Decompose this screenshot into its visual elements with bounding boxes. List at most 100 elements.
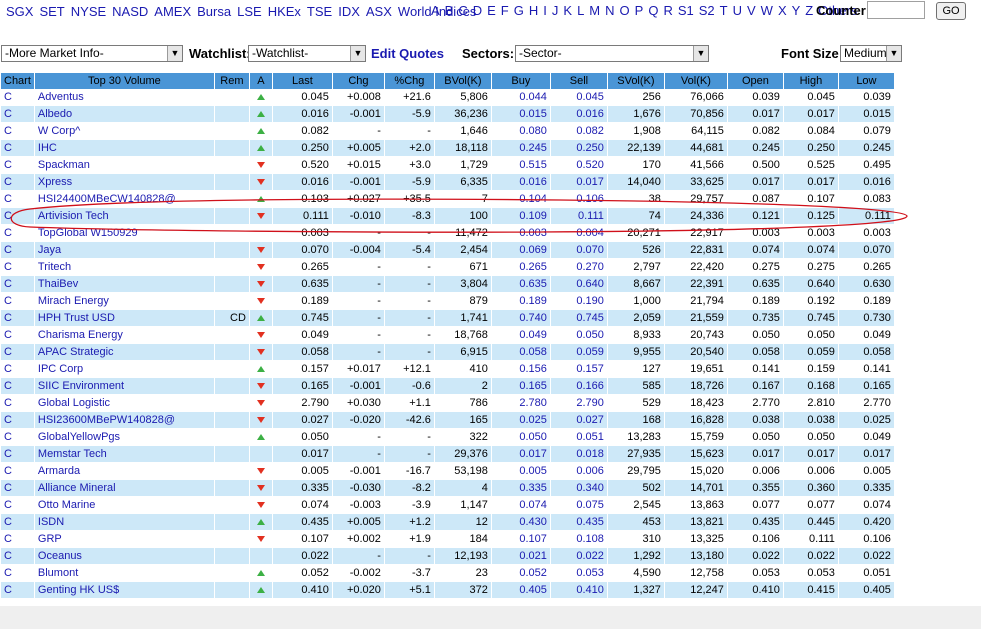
chart-link[interactable]: C — [1, 428, 35, 446]
letter-filter-l[interactable]: L — [577, 3, 585, 18]
column-header-high[interactable]: High — [783, 73, 839, 89]
chart-link[interactable]: C — [1, 394, 35, 412]
chart-link[interactable]: C — [1, 547, 35, 565]
chart-link[interactable]: C — [1, 224, 35, 242]
stock-name-link[interactable]: HSI23600MBePW140828@ — [34, 411, 215, 429]
stock-name-link[interactable]: Adventus — [34, 89, 215, 106]
column-header-last[interactable]: Last — [272, 73, 333, 89]
column-header-a[interactable]: A — [249, 73, 273, 89]
column-header-open[interactable]: Open — [727, 73, 784, 89]
letter-filter-d[interactable]: D — [472, 3, 483, 18]
chart-link[interactable]: C — [1, 564, 35, 582]
column-header-vol-k[interactable]: Vol(K) — [664, 73, 728, 89]
edit-quotes-link[interactable]: Edit Quotes — [371, 46, 444, 61]
chart-link[interactable]: C — [1, 445, 35, 463]
column-header-chg[interactable]: Chg — [332, 73, 385, 89]
chart-link[interactable]: C — [1, 105, 35, 123]
letter-filter-h[interactable]: H — [528, 3, 539, 18]
stock-name-link[interactable]: ThaiBev — [34, 275, 215, 293]
letter-filter-f[interactable]: F — [500, 3, 509, 18]
watchlist-select[interactable]: -Watchlist- ▼ — [248, 45, 366, 62]
stock-name-link[interactable]: Otto Marine — [34, 496, 215, 514]
letter-filter-v[interactable]: V — [747, 3, 756, 18]
letter-filter-q[interactable]: Q — [648, 3, 659, 18]
chart-link[interactable]: C — [1, 360, 35, 378]
exchange-link-world-indices[interactable]: World Indices — [397, 4, 477, 19]
letter-filter-n[interactable]: N — [605, 3, 615, 18]
exchange-link-asx[interactable]: ASX — [365, 4, 392, 19]
stock-name-link[interactable]: Mirach Energy — [34, 292, 215, 310]
chart-link[interactable]: C — [1, 275, 35, 293]
stock-name-link[interactable]: Global Logistic — [34, 394, 215, 412]
stock-name-link[interactable]: Spackman — [34, 156, 215, 174]
chart-link[interactable]: C — [1, 411, 35, 429]
chart-link[interactable]: C — [1, 122, 35, 140]
letter-filter-g[interactable]: G — [513, 3, 524, 18]
letter-filter-i[interactable]: I — [543, 3, 547, 18]
chart-link[interactable]: C — [1, 156, 35, 174]
exchange-link-set[interactable]: SET — [39, 4, 65, 19]
stock-name-link[interactable]: HPH Trust USD — [34, 309, 215, 327]
chart-link[interactable]: C — [1, 309, 35, 327]
stock-name-link[interactable]: IPC Corp — [34, 360, 215, 378]
exchange-link-lse[interactable]: LSE — [237, 4, 262, 19]
column-header-chart[interactable]: Chart — [1, 73, 35, 89]
stock-name-link[interactable]: Alliance Mineral — [34, 479, 215, 497]
chart-link[interactable]: C — [1, 89, 35, 106]
stock-name-link[interactable]: Memstar Tech — [34, 445, 215, 463]
exchange-link-bursa[interactable]: Bursa — [197, 4, 232, 19]
chart-link[interactable]: C — [1, 258, 35, 276]
chart-link[interactable]: C — [1, 496, 35, 514]
stock-name-link[interactable]: Charisma Energy — [34, 326, 215, 344]
exchange-link-idx[interactable]: IDX — [338, 4, 360, 19]
exchange-link-hkex[interactable]: HKEx — [267, 4, 301, 19]
stock-name-link[interactable]: GlobalYellowPgs — [34, 428, 215, 446]
stock-name-link[interactable]: W Corp^ — [34, 122, 215, 140]
column-header-svol-k[interactable]: SVol(K) — [607, 73, 665, 89]
stock-name-link[interactable]: Tritech — [34, 258, 215, 276]
exchange-link-sgx[interactable]: SGX — [6, 4, 34, 19]
stock-name-link[interactable]: HSI24400MBeCW140828@ — [34, 190, 215, 208]
counter-input[interactable] — [867, 1, 925, 19]
chart-link[interactable]: C — [1, 581, 35, 599]
exchange-link-amex[interactable]: AMEX — [154, 4, 192, 19]
stock-name-link[interactable]: Xpress — [34, 173, 215, 191]
exchange-link-tse[interactable]: TSE — [306, 4, 333, 19]
letter-filter-a[interactable]: A — [431, 3, 440, 18]
stock-name-link[interactable]: Genting HK US$ — [34, 581, 215, 599]
column-header--chg[interactable]: %Chg — [384, 73, 435, 89]
chart-link[interactable]: C — [1, 139, 35, 157]
chart-link[interactable]: C — [1, 190, 35, 208]
chart-link[interactable]: C — [1, 479, 35, 497]
column-header-bvol-k[interactable]: BVol(K) — [434, 73, 492, 89]
letter-filter-others[interactable]: Others — [818, 3, 858, 18]
letter-filter-r[interactable]: R — [663, 3, 673, 18]
stock-name-link[interactable]: TopGlobal W150929 — [34, 224, 215, 242]
chart-link[interactable]: C — [1, 530, 35, 548]
column-header-top-30-volume[interactable]: Top 30 Volume — [34, 73, 215, 89]
letter-filter-j[interactable]: J — [551, 3, 559, 18]
stock-name-link[interactable]: SIIC Environment — [34, 377, 215, 395]
column-header-sell[interactable]: Sell — [550, 73, 608, 89]
column-header-buy[interactable]: Buy — [491, 73, 551, 89]
stock-name-link[interactable]: GRP — [34, 530, 215, 548]
chart-link[interactable]: C — [1, 513, 35, 531]
chart-link[interactable]: C — [1, 343, 35, 361]
letter-filter-k[interactable]: K — [563, 3, 573, 18]
stock-name-link[interactable]: Artivision Tech — [34, 207, 215, 225]
go-button[interactable]: GO — [936, 2, 966, 20]
stock-name-link[interactable]: Oceanus — [34, 547, 215, 565]
exchange-link-nasd[interactable]: NASD — [112, 4, 149, 19]
letter-filter-u[interactable]: U — [732, 3, 742, 18]
letter-filter-b[interactable]: B — [444, 3, 454, 18]
letter-filter-m[interactable]: M — [589, 3, 601, 18]
column-header-rem[interactable]: Rem — [214, 73, 250, 89]
letter-filter-s1[interactable]: S1 — [677, 3, 694, 18]
stock-name-link[interactable]: Jaya — [34, 241, 215, 259]
chart-link[interactable]: C — [1, 326, 35, 344]
exchange-link-nyse[interactable]: NYSE — [70, 4, 107, 19]
letter-filter-o[interactable]: O — [619, 3, 630, 18]
chart-link[interactable]: C — [1, 173, 35, 191]
chart-link[interactable]: C — [1, 377, 35, 395]
letter-filter-z[interactable]: Z — [805, 3, 814, 18]
